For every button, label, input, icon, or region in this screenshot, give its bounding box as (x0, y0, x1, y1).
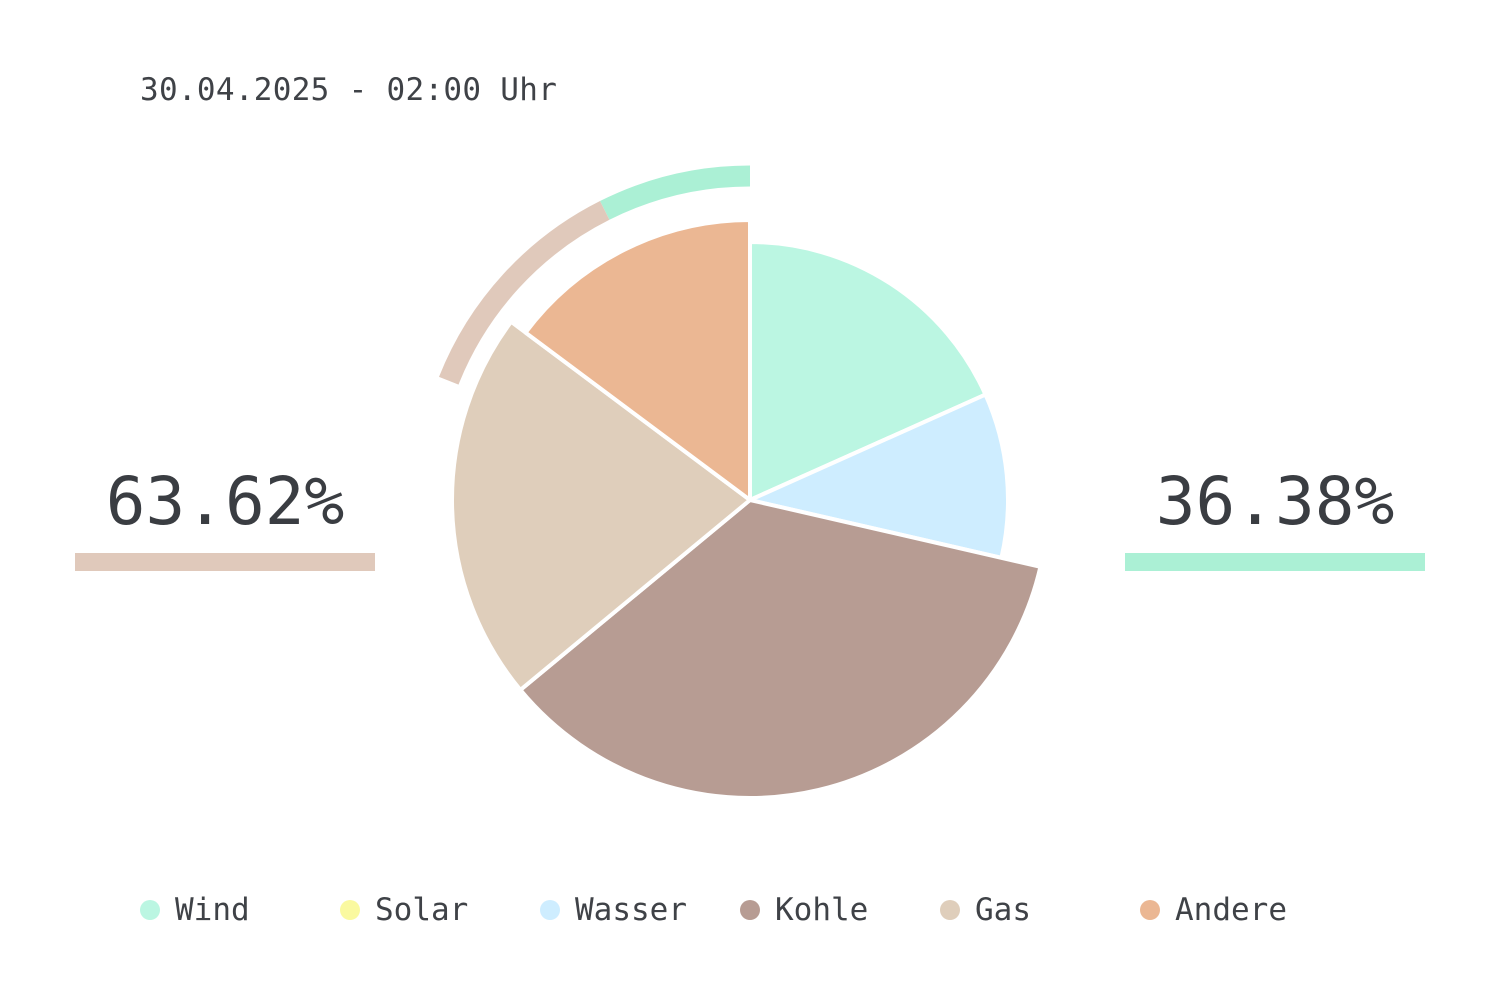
legend-dot-icon (740, 900, 760, 920)
legend-dot-icon (1140, 900, 1160, 920)
legend-label: Kohle (775, 892, 869, 928)
renewable-share: 36.38% (1125, 462, 1425, 571)
legend-item-wasser[interactable]: Wasser (540, 890, 687, 930)
legend-label: Solar (375, 892, 469, 928)
timestamp: 30.04.2025 - 02:00 Uhr (140, 72, 558, 108)
pie-slice-wind[interactable] (748, 240, 988, 502)
legend-label: Andere (1175, 892, 1287, 928)
legend-item-wind[interactable]: Wind (140, 890, 250, 930)
legend-item-solar[interactable]: Solar (340, 890, 468, 930)
renewable-share-value: 36.38% (1155, 463, 1395, 540)
pie-slice-kohle[interactable] (518, 498, 1043, 800)
legend-dot-icon (940, 900, 960, 920)
pie-slices (450, 218, 1043, 800)
pie-slice-wasser[interactable] (748, 392, 1010, 560)
fossil-share-bar (75, 553, 375, 571)
legend-item-gas[interactable]: Gas (940, 890, 1031, 930)
outer-arc-renewable (600, 165, 751, 220)
pie-slice-andere[interactable] (523, 218, 752, 502)
renewable-share-bar (1125, 553, 1425, 571)
fossil-share: 63.62% (75, 462, 375, 571)
legend-dot-icon (540, 900, 560, 920)
legend-dot-icon (340, 900, 360, 920)
pie-slice-gas[interactable] (450, 319, 752, 692)
legend-label: Wind (175, 892, 250, 928)
outer-ring (438, 165, 751, 385)
legend-item-andere[interactable]: Andere (1140, 890, 1287, 930)
legend-label: Gas (975, 892, 1031, 928)
legend-label: Wasser (575, 892, 687, 928)
legend-item-kohle[interactable]: Kohle (740, 890, 868, 930)
fossil-share-value: 63.62% (105, 463, 345, 540)
legend-dot-icon (140, 900, 160, 920)
outer-arc-fossil (438, 201, 610, 385)
